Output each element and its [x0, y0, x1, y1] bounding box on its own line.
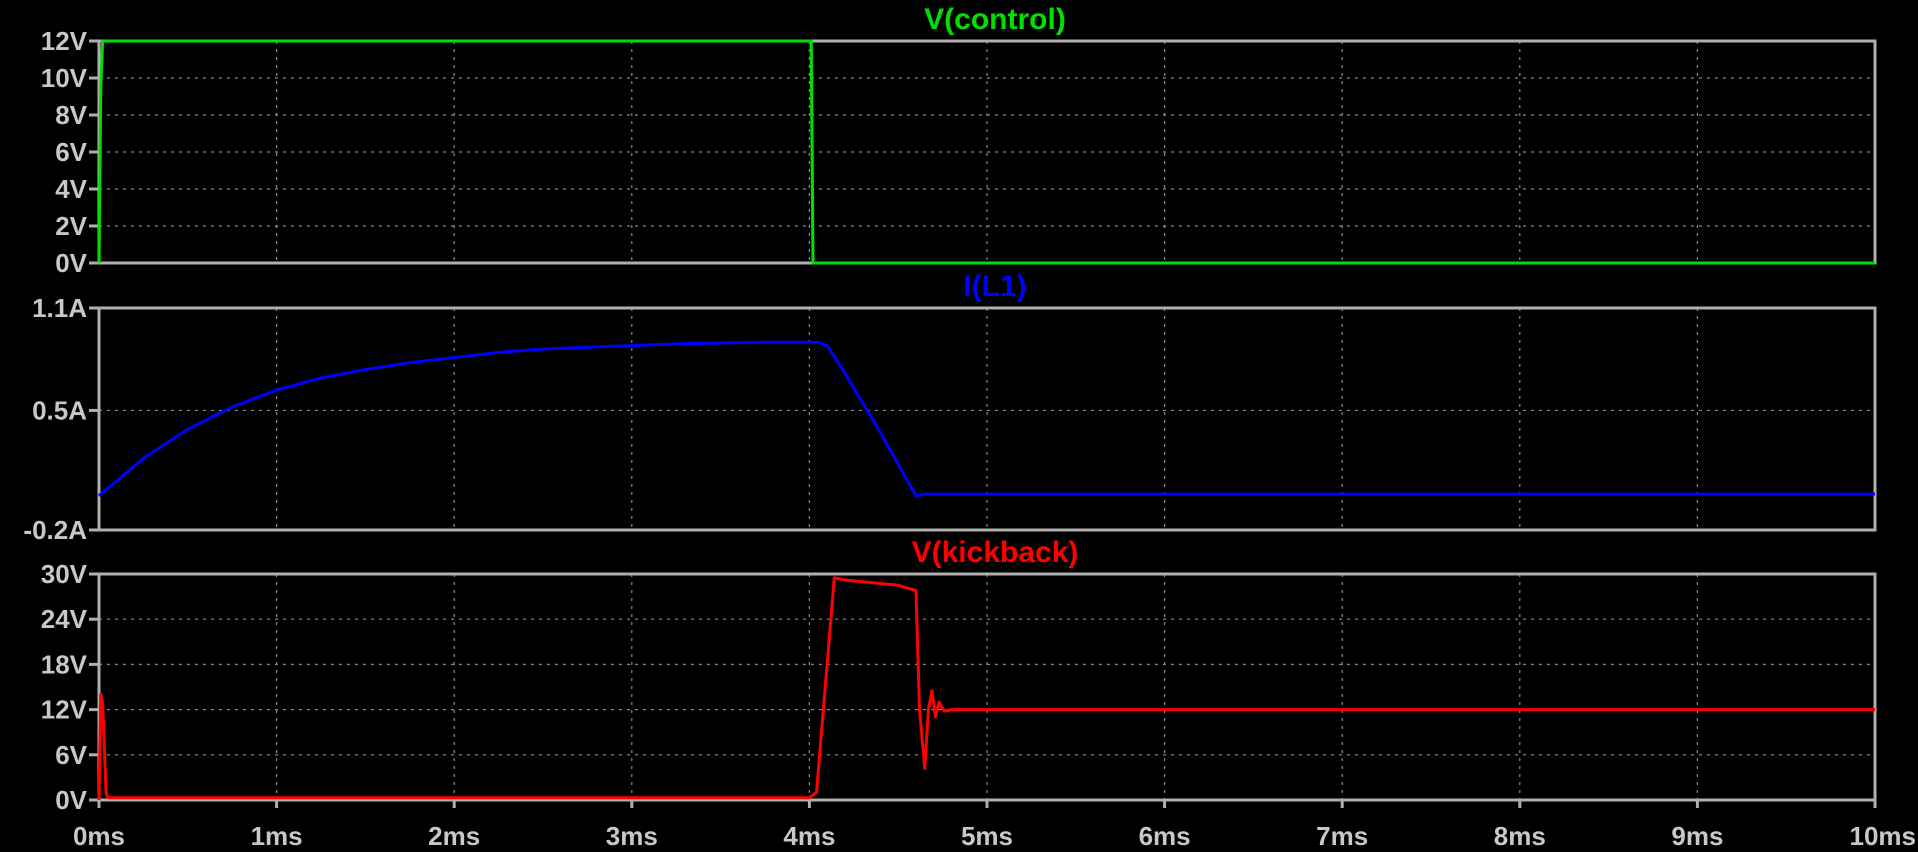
x-tick-label-0: 0ms	[73, 821, 125, 851]
pane0-title: V(control)	[924, 3, 1066, 36]
pane2-ytick-label-3: 12V	[41, 695, 88, 725]
x-tick-label-1: 1ms	[251, 821, 303, 851]
pane1-title: I(L1)	[963, 270, 1026, 303]
pane2-ytick-label-0: 30V	[41, 559, 88, 589]
pane2-trace-0	[97, 576, 1875, 801]
x-tick-label-6: 6ms	[1139, 821, 1191, 851]
pane0-ytick-label-0: 12V	[41, 26, 88, 56]
pane1-frame	[97, 306, 1877, 532]
pane2-ytick-label-5: 0V	[55, 785, 87, 815]
pane2-ytick-label-1: 24V	[41, 604, 88, 634]
x-tick-label-9: 9ms	[1671, 821, 1723, 851]
pane1-ytick-label-1: 0.5A	[32, 395, 87, 425]
pane0-ytick-label-5: 2V	[55, 211, 87, 241]
pane2-title: V(kickback)	[912, 536, 1079, 569]
pane1-ytick-label-2: -0.2A	[23, 515, 87, 545]
x-tick-label-7: 7ms	[1316, 821, 1368, 851]
x-tick-label-2: 2ms	[428, 821, 480, 851]
x-tick-label-3: 3ms	[606, 821, 658, 851]
pane2-ytick-label-2: 18V	[41, 649, 88, 679]
pane2-ytick-label-4: 6V	[55, 740, 87, 770]
x-tick-label-8: 8ms	[1494, 821, 1546, 851]
pane0-ytick-label-6: 0V	[55, 248, 87, 278]
pane1-trace-0	[98, 340, 1875, 498]
pane0-ytick-label-3: 6V	[55, 137, 87, 167]
pane0-ytick-label-2: 8V	[55, 100, 87, 130]
x-tick-label-5: 5ms	[961, 821, 1013, 851]
x-tick-label-10: 10ms	[1850, 821, 1917, 851]
pane0-ytick-label-1: 10V	[41, 63, 88, 93]
pane1-ytick-label-0: 1.1A	[32, 293, 87, 323]
pane0-ytick-label-4: 4V	[55, 174, 87, 204]
pane0-trace-0	[97, 39, 1875, 265]
x-tick-label-4: 4ms	[783, 821, 835, 851]
